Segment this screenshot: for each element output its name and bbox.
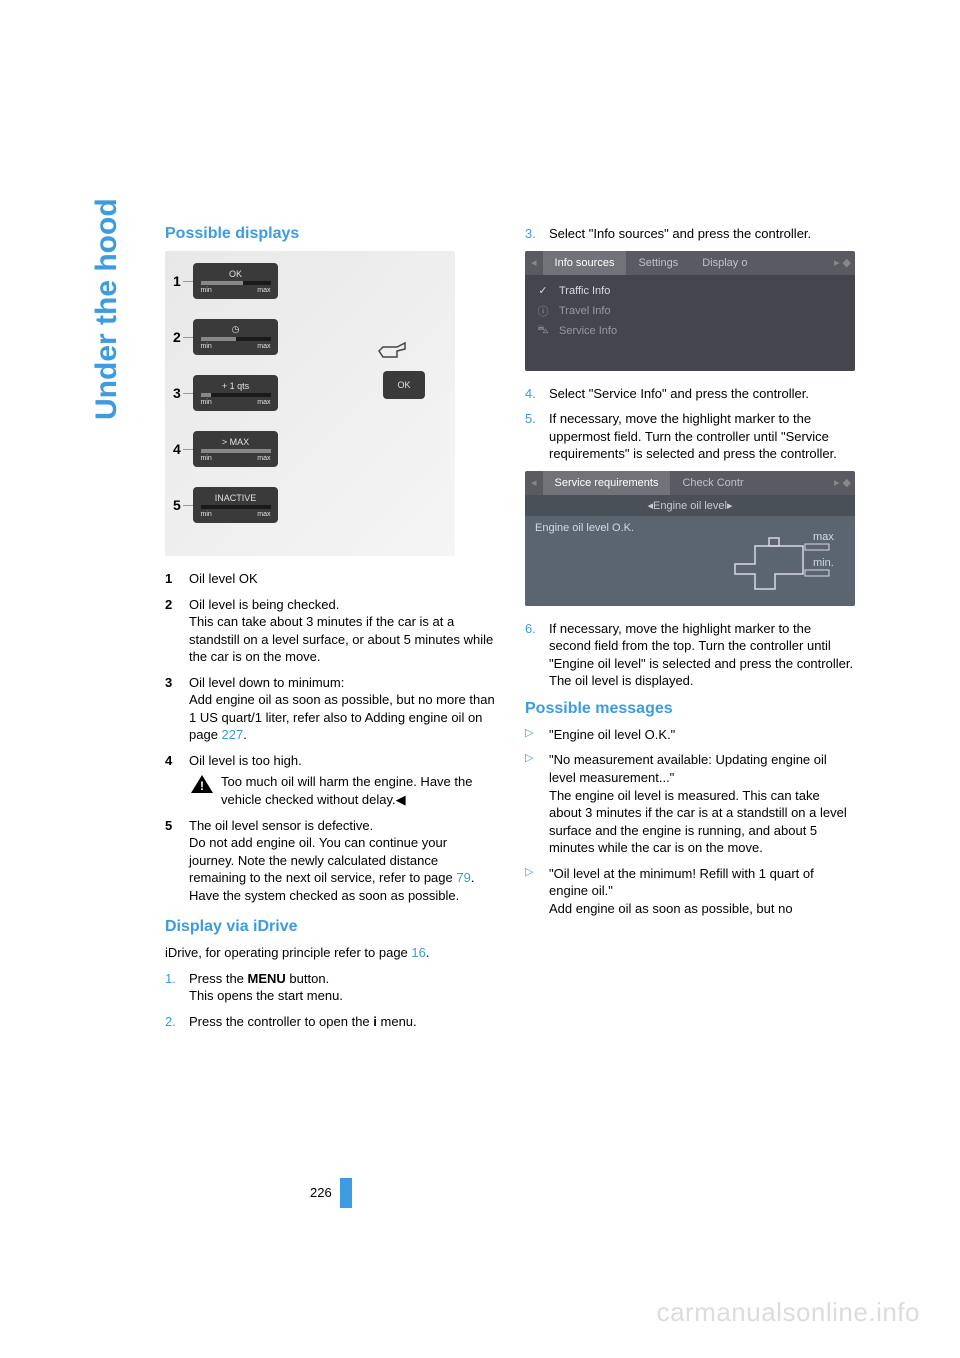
ss-tab: Info sources — [543, 251, 627, 275]
oil-indicator: OKminmax — [193, 263, 278, 299]
oil-indicator: > MAXminmax — [193, 431, 278, 467]
heading-possible-displays: Possible displays — [165, 225, 495, 243]
indicator-number: 3 — [173, 385, 181, 401]
oil-can-icon — [377, 341, 407, 361]
right-column: 3. Select "Info sources" and press the c… — [525, 225, 855, 1038]
oil-gauge-icon: max. min. — [725, 524, 835, 600]
watermark: carmanualsonline.info — [657, 1297, 920, 1328]
step-4: 4. Select "Service Info" and press the c… — [525, 385, 855, 403]
indicator-number: 2 — [173, 329, 181, 345]
ok-badge: OK — [383, 371, 425, 399]
heading-display-idrive: Display via iDrive — [165, 918, 495, 936]
page-bar — [340, 1178, 352, 1208]
oil-indicator: INACTIVEminmax — [193, 487, 278, 523]
heading-possible-messages: Possible messages — [525, 700, 855, 718]
oil-level-diagram: 1 OKminmax 2 ◷minmax 3 + 1 qtsminmax 4 > MAXmin… — [165, 251, 455, 556]
step-5: 5. If necessary, move the highlight mark… — [525, 410, 855, 463]
indicator-number: 5 — [173, 497, 181, 513]
ss-tab: Display o — [690, 251, 759, 275]
indicator-number: 1 — [173, 273, 181, 289]
menu-icon: ⛍ — [535, 324, 551, 338]
message-item: ▷"No measurement available: Updating eng… — [525, 751, 855, 856]
ss-menu-item: ⓘTravel Info — [525, 301, 855, 321]
step-3: 3. Select "Info sources" and press the c… — [525, 225, 855, 243]
screenshot-service-requirements: ◂Service requirementsCheck Contr▸ ◆ ◂Eng… — [525, 471, 855, 606]
idrive-intro: iDrive, for operating principle refer to… — [165, 944, 495, 962]
menu-icon: ✓ — [535, 284, 551, 298]
step-item: 2.Press the controller to open the i men… — [165, 1013, 495, 1031]
indicator-number: 4 — [173, 441, 181, 457]
screenshot-info-sources: ◂Info sourcesSettingsDisplay o▸ ◆ ✓Traff… — [525, 251, 855, 371]
section-title-sidebar: Under the hood — [90, 198, 124, 420]
oil-indicator: ◷minmax — [193, 319, 278, 355]
page-link[interactable]: 227 — [222, 727, 244, 742]
list-item: 2Oil level is being checked.This can tak… — [165, 596, 495, 666]
list-item: 3Oil level down to minimum:Add engine oi… — [165, 674, 495, 744]
step-6: 6. If necessary, move the highlight mark… — [525, 620, 855, 690]
list-item: 5The oil level sensor is defective.Do no… — [165, 817, 495, 905]
ss2-status: Engine oil level O.K. max. min. — [525, 516, 855, 606]
warning-icon: ! — [189, 773, 215, 795]
ss-menu-item: ⛍Service Info — [525, 321, 855, 341]
page-link[interactable]: 16 — [411, 945, 425, 960]
ss-tab: Settings — [626, 251, 690, 275]
ss2-subtitle: ◂Engine oil level▸ — [525, 495, 855, 516]
message-item: ▷"Oil level at the minimum! Refill with … — [525, 865, 855, 918]
menu-icon: ⓘ — [535, 304, 551, 318]
svg-text:max.: max. — [813, 531, 835, 543]
step-item: 1.Press the MENU button.This opens the s… — [165, 970, 495, 1005]
page-link[interactable]: 79 — [456, 870, 470, 885]
ss-tab: Service requirements — [543, 471, 671, 495]
list-item: 4Oil level is too high.!Too much oil wil… — [165, 752, 495, 809]
main-content: Possible displays 1 OKminmax 2 ◷minmax 3 + 1 … — [165, 225, 855, 1038]
left-column: Possible displays 1 OKminmax 2 ◷minmax 3 + 1 … — [165, 225, 495, 1038]
message-item: ▷"Engine oil level O.K." — [525, 726, 855, 744]
svg-text:min.: min. — [813, 557, 834, 569]
ss-tab: Check Contr — [670, 471, 755, 495]
ss-menu-item: ✓Traffic Info — [525, 281, 855, 301]
svg-text:!: ! — [200, 779, 204, 793]
page-number: 226 — [310, 1185, 332, 1200]
list-item: 1Oil level OK — [165, 570, 495, 588]
oil-indicator: + 1 qtsminmax — [193, 375, 278, 411]
